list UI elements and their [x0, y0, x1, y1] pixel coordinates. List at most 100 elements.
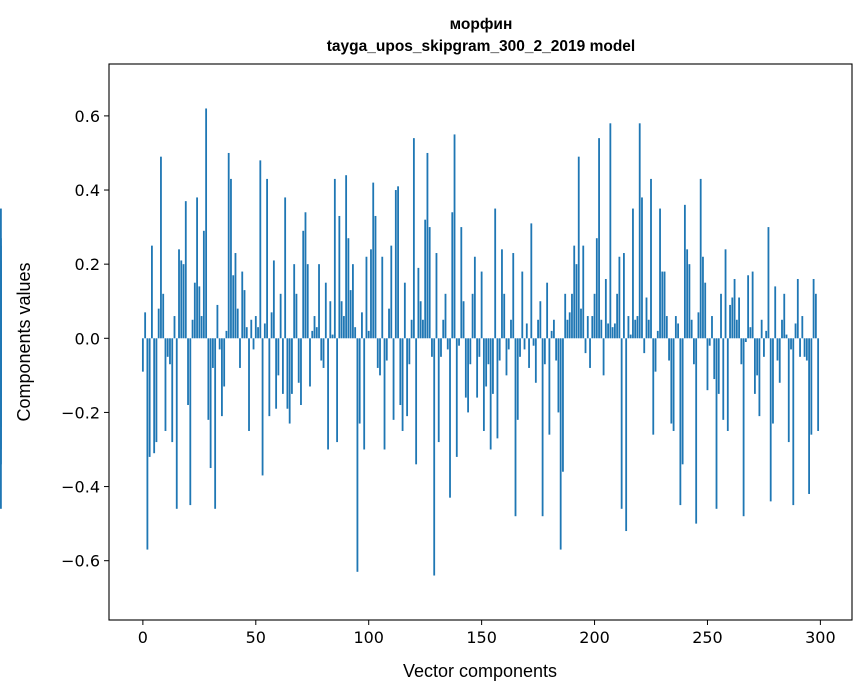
bar	[620, 338, 623, 509]
bar	[562, 338, 564, 472]
x-tick-label: 300	[805, 628, 836, 647]
bar	[458, 338, 460, 346]
bar	[187, 338, 189, 406]
bar	[196, 197, 198, 339]
bar	[417, 267, 420, 339]
bar	[444, 293, 447, 339]
bar	[293, 264, 296, 339]
bar	[600, 319, 603, 339]
bar	[462, 301, 465, 339]
bar	[182, 264, 185, 339]
bar	[613, 323, 616, 339]
bar	[284, 197, 287, 339]
bar	[184, 201, 187, 339]
bar	[435, 253, 438, 339]
bar	[796, 278, 799, 339]
bar	[266, 178, 268, 339]
bar	[550, 330, 553, 339]
bar	[708, 338, 711, 346]
bar	[485, 338, 488, 387]
bar	[155, 338, 158, 443]
bar	[571, 293, 573, 339]
bar	[318, 264, 320, 339]
bar	[0, 275, 2, 339]
bar	[178, 249, 180, 339]
bar	[778, 338, 781, 383]
bar	[516, 338, 519, 420]
bar	[349, 290, 352, 339]
bar	[740, 338, 743, 365]
bar	[381, 256, 384, 339]
bar	[706, 338, 709, 391]
y-tick-label: −0.2	[61, 403, 100, 422]
bar	[512, 253, 515, 339]
bar	[629, 334, 632, 339]
bar	[342, 316, 345, 339]
bar	[801, 316, 804, 339]
bar	[645, 297, 648, 339]
bar	[501, 249, 503, 339]
chart-title: морфин	[450, 16, 513, 33]
bar	[453, 134, 456, 339]
bar	[171, 338, 174, 443]
bar	[505, 338, 508, 376]
bar	[254, 316, 257, 339]
bar	[525, 323, 528, 339]
bar	[180, 260, 183, 339]
bar	[580, 308, 582, 339]
bar	[295, 293, 298, 339]
bar	[367, 330, 370, 339]
bar	[713, 338, 716, 380]
bar	[763, 338, 765, 357]
bar	[717, 338, 720, 394]
bar	[291, 338, 293, 394]
bar	[433, 338, 436, 576]
bar	[191, 319, 194, 339]
bar	[329, 301, 332, 339]
bar	[223, 338, 226, 387]
bar	[218, 338, 221, 350]
bar	[575, 264, 578, 339]
bar	[385, 338, 388, 361]
bar	[221, 338, 223, 417]
bar	[440, 338, 442, 357]
bar	[758, 338, 761, 417]
bar	[200, 316, 203, 339]
bar	[790, 338, 792, 350]
bar	[162, 293, 165, 339]
bar	[722, 338, 725, 420]
bar	[464, 338, 467, 398]
bar	[681, 338, 684, 465]
bar	[507, 338, 510, 350]
bar	[650, 178, 652, 339]
bar	[539, 301, 542, 339]
bar	[198, 286, 201, 339]
bar	[627, 316, 630, 339]
bar	[665, 316, 668, 339]
bar	[632, 208, 634, 339]
bar	[814, 293, 817, 339]
bar	[412, 138, 415, 339]
bar	[252, 338, 255, 350]
bar	[338, 215, 341, 339]
bar	[690, 319, 693, 339]
bar	[422, 319, 424, 339]
bar	[451, 212, 454, 339]
bar	[370, 249, 372, 339]
bar	[498, 338, 501, 361]
bar	[354, 327, 357, 339]
bar	[817, 338, 820, 431]
bar	[663, 271, 666, 339]
bar	[656, 330, 659, 339]
bar	[356, 338, 359, 572]
bar	[227, 152, 230, 339]
bar	[442, 319, 445, 339]
bar	[160, 156, 162, 339]
bar	[781, 319, 783, 339]
bar	[765, 330, 768, 339]
bar	[361, 312, 363, 339]
bar	[530, 223, 533, 339]
bar	[300, 338, 302, 406]
y-axis-ticks: −0.6 −0.4 −0.2 0.0 0.2 0.4 0.6	[61, 107, 109, 571]
bar	[618, 256, 621, 339]
